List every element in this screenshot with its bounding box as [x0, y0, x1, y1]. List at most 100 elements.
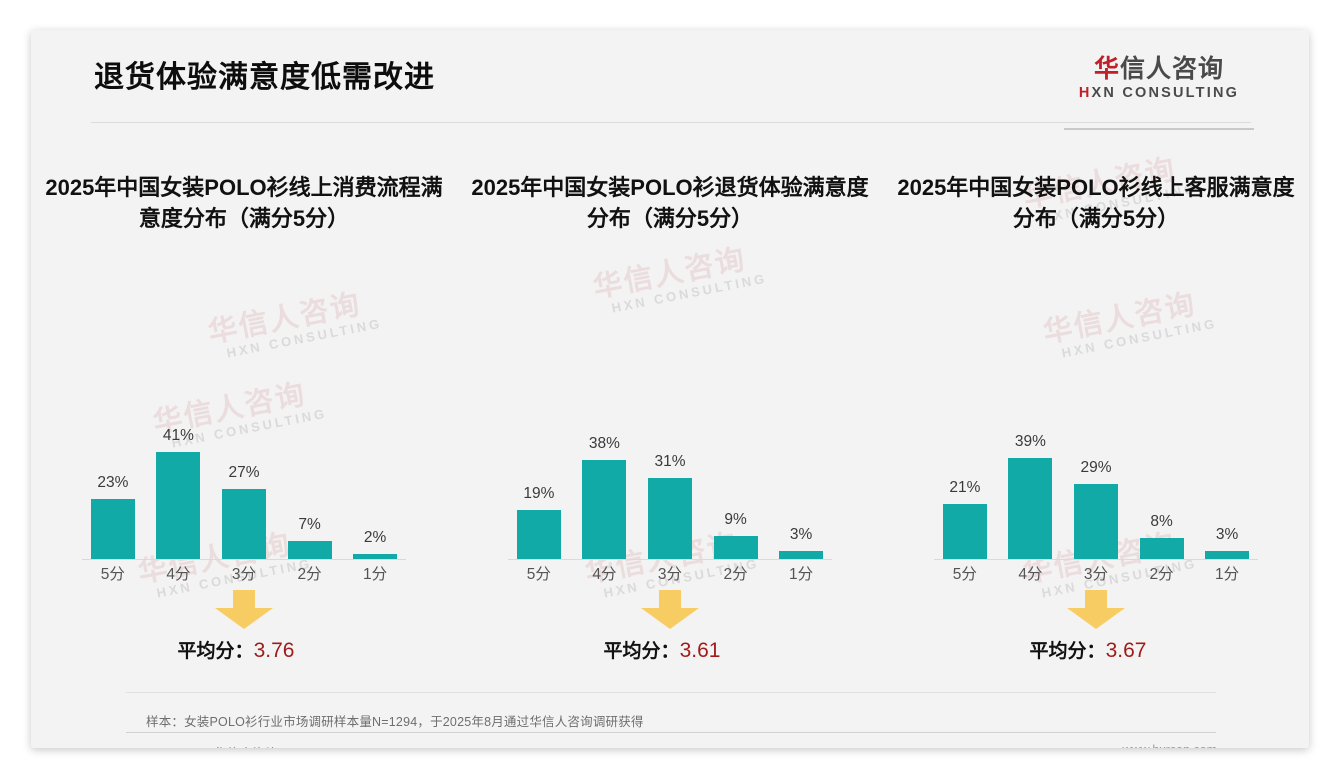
average-score: 平均分：3.76 [178, 636, 295, 663]
bar-rect[interactable] [353, 553, 398, 559]
x-tick-label: 5分 [526, 566, 551, 583]
bar-value-label: 27% [228, 463, 260, 481]
bar-value-label: 21% [949, 479, 981, 497]
bar-chart-3: 21% 39% 29% 8% [883, 280, 1309, 583]
average-block: 平均分：3.61 [457, 590, 883, 663]
bar-item[interactable]: 19% [508, 299, 570, 559]
website-url[interactable]: www.hxrcon.com [1123, 743, 1217, 748]
logo-cn-rest: 信人咨询 [1120, 55, 1225, 83]
logo-chinese-text: 华信人咨询 [1064, 56, 1254, 82]
bar-value-label: 3% [1215, 526, 1239, 544]
average-label: 平均分： [1029, 641, 1106, 662]
bar-value-label: 31% [654, 453, 686, 471]
down-arrow-icon [215, 590, 273, 629]
x-axis-labels: 5分 4分 3分 2分 1分 [508, 562, 832, 588]
bar-item[interactable]: 38% [574, 299, 636, 559]
sample-note: 样本：女装POLO衫行业市场调研样本量N=1294，于2025年8月通过华信人咨… [146, 715, 644, 729]
bars-group: 19% 38% 31% 9% [508, 299, 832, 559]
page-title: 退货体验满意度低需改进 [94, 61, 435, 94]
bar-rect[interactable] [942, 504, 987, 559]
bar-item[interactable]: 27% [213, 299, 275, 559]
bar-rect[interactable] [1073, 483, 1118, 559]
logo-en-red-char: H [1078, 85, 1092, 102]
logo-cn-red-char: 华 [1093, 55, 1120, 83]
bar-rect[interactable] [90, 499, 135, 559]
x-tick-label: 1分 [1215, 566, 1240, 583]
average-value: 3.67 [1105, 639, 1147, 662]
bar-rect[interactable] [647, 478, 692, 559]
bar-rect[interactable] [582, 460, 627, 559]
bar-rect[interactable] [156, 452, 201, 559]
chart-title: 2025年中国女装POLO衫线上消费流程满意度分布（满分5分） [45, 175, 443, 232]
x-tick-label: 5分 [952, 566, 977, 583]
charts-row: 2025年中国女装POLO衫线上消费流程满意度分布（满分5分） 23% 41% … [31, 150, 1309, 670]
bar-rect[interactable] [1008, 457, 1053, 559]
bar-value-label: 8% [1150, 513, 1173, 531]
x-tick-label: 2分 [297, 566, 322, 583]
average-block: 平均分：3.67 [883, 590, 1309, 663]
x-axis-line [934, 559, 1258, 560]
logo-en-rest: XN CONSULTING [1091, 85, 1240, 102]
bar-value-label: 3% [789, 526, 813, 544]
x-tick-label: 2分 [723, 566, 748, 583]
average-block: 平均分：3.76 [31, 590, 457, 663]
bar-item[interactable]: 41% [148, 299, 210, 559]
bar-value-label: 38% [588, 435, 620, 453]
x-axis-labels: 5分 4分 3分 2分 1分 [82, 562, 406, 588]
bar-item[interactable]: 31% [639, 299, 701, 559]
bar-item[interactable]: 23% [82, 299, 144, 559]
chart-panel-2: 2025年中国女装POLO衫退货体验满意度分布（满分5分） 19% 38% 31… [457, 150, 883, 670]
bar-value-label: 29% [1080, 458, 1112, 476]
bar-item[interactable]: 3% [1196, 299, 1258, 559]
bar-item[interactable]: 9% [705, 299, 767, 559]
bar-item[interactable]: 39% [1000, 299, 1062, 559]
bar-chart-1: 23% 41% 27% 7% [31, 280, 457, 583]
logo-english-text: HXN CONSULTING [1064, 85, 1254, 101]
average-label: 平均分： [603, 641, 680, 662]
average-score: 平均分：3.61 [604, 636, 721, 663]
bar-rect[interactable] [287, 540, 332, 559]
company-logo: 华信人咨询 HXN CONSULTING [1064, 56, 1254, 101]
down-arrow-icon [1067, 590, 1125, 629]
average-score: 平均分：3.67 [1030, 636, 1147, 663]
x-axis-labels: 5分 4分 3分 2分 1分 [934, 562, 1258, 588]
bar-value-label: 19% [523, 484, 555, 502]
x-axis-line [508, 559, 832, 560]
bar-value-label: 41% [162, 427, 194, 445]
bar-rect[interactable] [221, 488, 266, 559]
average-value: 3.61 [679, 639, 721, 662]
bar-rect[interactable] [779, 551, 824, 559]
chart-title: 2025年中国女装POLO衫线上客服满意度分布（满分5分） [897, 175, 1295, 232]
x-tick-label: 1分 [789, 566, 814, 583]
bar-item[interactable]: 7% [279, 299, 341, 559]
bar-item[interactable]: 8% [1131, 299, 1193, 559]
footer-divider [126, 732, 1216, 733]
average-label: 平均分： [177, 641, 254, 662]
note-divider [126, 692, 1216, 693]
x-axis-line [82, 559, 406, 560]
x-tick-label: 4分 [1018, 566, 1043, 583]
bar-rect[interactable] [713, 535, 758, 559]
x-tick-label: 5分 [100, 566, 125, 583]
x-tick-label: 3分 [657, 566, 683, 583]
copyright-text: ©2025.10 HXR华信人咨询 [126, 743, 279, 748]
x-tick-label: 4分 [592, 566, 617, 583]
slide-card: 退货体验满意度低需改进 华信人咨询 HXN CONSULTING 华信人咨询 H… [31, 30, 1309, 748]
x-tick-label: 1分 [363, 566, 388, 583]
bar-rect[interactable] [1205, 551, 1250, 559]
x-tick-label: 3分 [1083, 566, 1109, 583]
bars-group: 21% 39% 29% 8% [934, 299, 1258, 559]
slide-header: 退货体验满意度低需改进 华信人咨询 HXN CONSULTING [31, 30, 1309, 130]
bar-chart-2: 19% 38% 31% 9% [457, 280, 883, 583]
bar-item[interactable]: 3% [770, 299, 832, 559]
bar-value-label: 7% [298, 515, 321, 533]
chart-title: 2025年中国女装POLO衫退货体验满意度分布（满分5分） [471, 175, 869, 232]
bar-item[interactable]: 29% [1065, 299, 1127, 559]
chart-panel-3: 2025年中国女装POLO衫线上客服满意度分布（满分5分） 21% 39% 29… [883, 150, 1309, 670]
down-arrow-icon [641, 590, 699, 629]
bar-item[interactable]: 21% [934, 299, 996, 559]
bar-rect[interactable] [516, 509, 561, 559]
bar-value-label: 2% [363, 528, 387, 546]
bar-item[interactable]: 2% [344, 299, 406, 559]
bar-rect[interactable] [1139, 538, 1184, 559]
